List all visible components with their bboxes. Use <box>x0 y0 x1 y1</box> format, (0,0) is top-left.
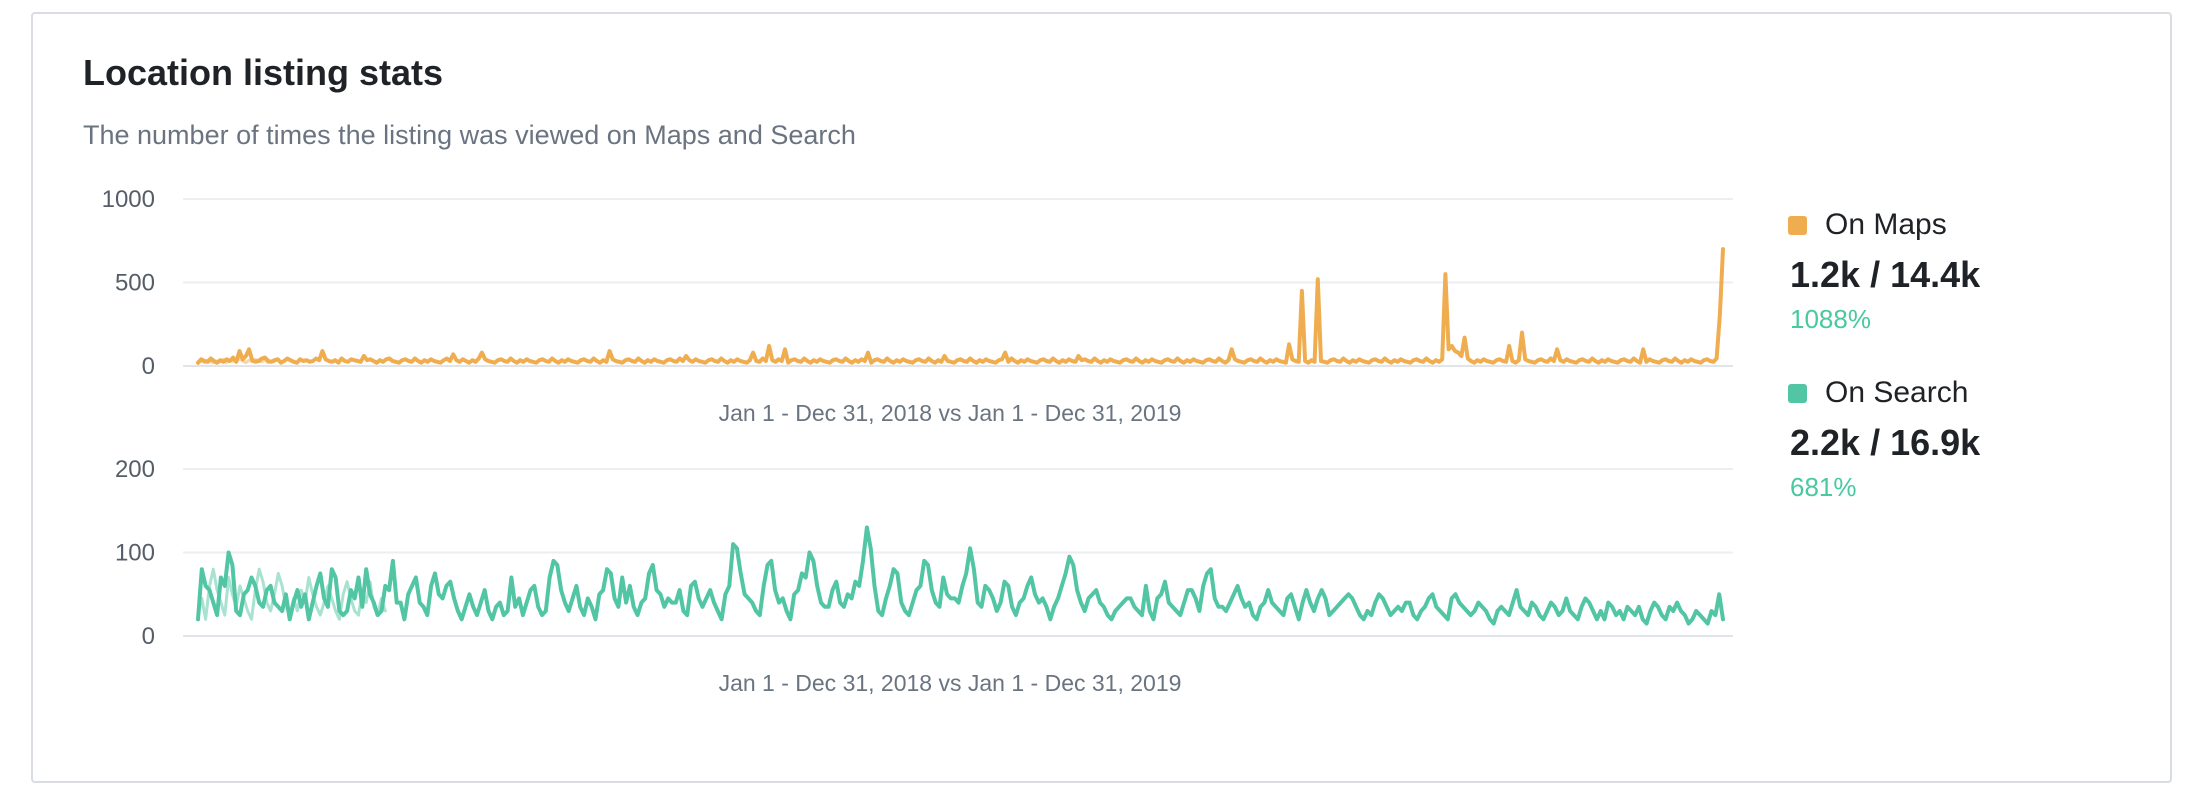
legend-maps-change: 1088% <box>1790 304 1871 334</box>
y-tick-label: 500 <box>115 270 155 297</box>
y-tick-label: 1000 <box>102 186 155 213</box>
series-2019-line-search <box>196 525 1725 626</box>
date-range-label: Jan 1 - Dec 31, 2018 vs Jan 1 - Dec 31, … <box>719 670 1182 696</box>
y-tick-label: 100 <box>115 540 155 567</box>
listing-stats-card: Location listing stats The number of tim… <box>31 12 2172 783</box>
legend-search-label: On Search <box>1825 376 1969 409</box>
y-tick-label: 0 <box>142 353 155 380</box>
legend-item-maps[interactable]: On Maps 1.2k / 14.4k 1088% <box>1788 208 2108 335</box>
maps-color-swatch <box>1788 215 1807 235</box>
date-range-label: Jan 1 - Dec 31, 2018 vs Jan 1 - Dec 31, … <box>719 400 1182 426</box>
y-tick-label: 200 <box>115 456 155 483</box>
legend-search-change: 681% <box>1790 472 1857 502</box>
legend-maps-value: 1.2k / 14.4k <box>1790 254 1981 295</box>
y-tick-label: 0 <box>142 623 155 650</box>
card-subtitle: The number of times the listing was view… <box>83 120 856 150</box>
legend-maps-label: On Maps <box>1825 208 1947 241</box>
card-title: Location listing stats <box>83 52 444 93</box>
search-color-swatch <box>1788 383 1807 403</box>
series-2019-line-maps <box>196 247 1725 365</box>
legend-search-value: 2.2k / 16.9k <box>1790 422 1981 463</box>
legend-item-search[interactable]: On Search 2.2k / 16.9k 681% <box>1788 376 2108 503</box>
